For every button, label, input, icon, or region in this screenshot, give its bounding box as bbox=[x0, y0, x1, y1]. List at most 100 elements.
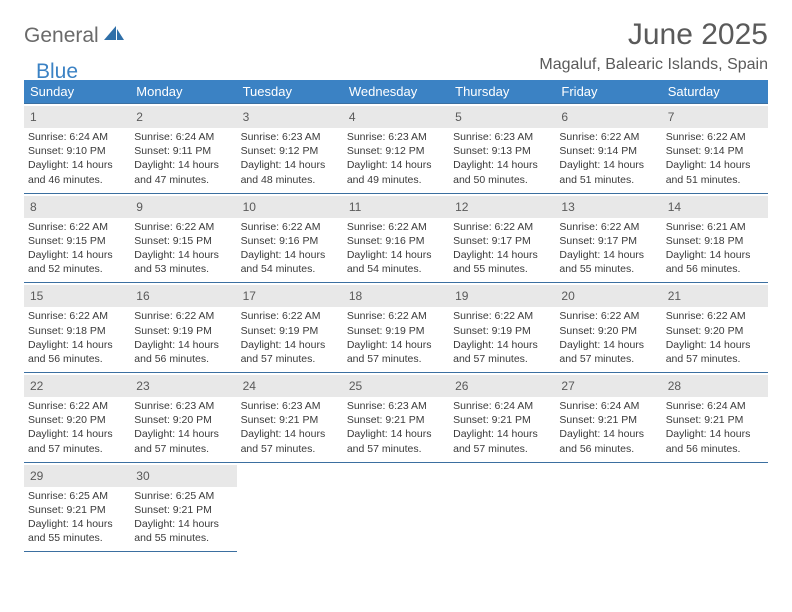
day-number-row: 27 bbox=[555, 375, 661, 397]
day-cell: 2 Sunrise: 6:24 AMSunset: 9:11 PMDaylight… bbox=[130, 104, 236, 194]
day-info: Sunrise: 6:22 AMSunset: 9:14 PMDaylight:… bbox=[559, 130, 657, 187]
day-cell-inner: 19 Sunrise: 6:22 AMSunset: 9:19 PMDayligh… bbox=[449, 283, 555, 372]
day-number-row: 25 bbox=[343, 375, 449, 397]
day-cell: 14Sunrise: 6:21 AMSunset: 9:18 PMDayligh… bbox=[662, 193, 768, 283]
day-cell-inner: 3Sunrise: 6:23 AMSunset: 9:12 PMDaylight… bbox=[237, 104, 343, 193]
day-number-row: 23 bbox=[130, 375, 236, 397]
day-cell-inner: 27Sunrise: 6:24 AMSunset: 9:21 PMDayligh… bbox=[555, 373, 661, 462]
day-cell-inner: 7 Sunrise: 6:22 AMSunset: 9:14 PMDaylight… bbox=[662, 104, 768, 193]
day-number: 12 bbox=[455, 200, 468, 214]
day-info: Sunrise: 6:25 AMSunset: 9:21 PMDaylight:… bbox=[134, 489, 232, 546]
day-cell-inner: 15 Sunrise: 6:22 AMSunset: 9:18 PMDayligh… bbox=[24, 283, 130, 372]
day-info: Sunrise: 6:22 AMSunset: 9:19 PMDaylight:… bbox=[453, 309, 551, 366]
day-cell-inner: 6 Sunrise: 6:22 AMSunset: 9:14 PMDaylight… bbox=[555, 104, 661, 193]
day-number: 2 bbox=[136, 110, 143, 124]
day-number: 8 bbox=[30, 200, 37, 214]
day-info: Sunrise: 6:24 AMSunset: 9:21 PMDaylight:… bbox=[559, 399, 657, 456]
day-cell-inner: 23Sunrise: 6:23 AMSunset: 9:20 PMDayligh… bbox=[130, 373, 236, 462]
day-cell: 12Sunrise: 6:22 AMSunset: 9:17 PMDayligh… bbox=[449, 193, 555, 283]
calendar-table: SundayMondayTuesdayWednesdayThursdayFrid… bbox=[24, 80, 768, 552]
day-cell: 9 Sunrise: 6:22 AMSunset: 9:15 PMDaylight… bbox=[130, 193, 236, 283]
weekday-header: Tuesday bbox=[237, 80, 343, 104]
day-number-row: 17 bbox=[237, 285, 343, 307]
day-number-row: 19 bbox=[449, 285, 555, 307]
weekday-header: Wednesday bbox=[343, 80, 449, 104]
day-cell: 23Sunrise: 6:23 AMSunset: 9:20 PMDayligh… bbox=[130, 373, 236, 463]
day-cell: 1Sunrise: 6:24 AMSunset: 9:10 PMDaylight… bbox=[24, 104, 130, 194]
day-info: Sunrise: 6:22 AMSunset: 9:15 PMDaylight:… bbox=[134, 220, 232, 277]
day-number: 3 bbox=[243, 110, 250, 124]
empty-cell bbox=[555, 462, 661, 552]
day-info: Sunrise: 6:22 AMSunset: 9:20 PMDaylight:… bbox=[28, 399, 126, 456]
day-info: Sunrise: 6:22 AMSunset: 9:19 PMDaylight:… bbox=[134, 309, 232, 366]
day-number: 20 bbox=[561, 289, 574, 303]
day-cell: 4Sunrise: 6:23 AMSunset: 9:12 PMDaylight… bbox=[343, 104, 449, 194]
day-number-row: 21 bbox=[662, 285, 768, 307]
day-cell: 6 Sunrise: 6:22 AMSunset: 9:14 PMDaylight… bbox=[555, 104, 661, 194]
week-row: 22Sunrise: 6:22 AMSunset: 9:20 PMDayligh… bbox=[24, 373, 768, 463]
location: Magaluf, Balearic Islands, Spain bbox=[539, 56, 768, 74]
empty-cell bbox=[449, 462, 555, 552]
day-cell: 24Sunrise: 6:23 AMSunset: 9:21 PMDayligh… bbox=[237, 373, 343, 463]
day-number-row: 7 bbox=[662, 106, 768, 128]
day-cell-inner: 8Sunrise: 6:22 AMSunset: 9:15 PMDaylight… bbox=[24, 194, 130, 283]
day-number-row: 9 bbox=[130, 196, 236, 218]
day-info: Sunrise: 6:23 AMSunset: 9:20 PMDaylight:… bbox=[134, 399, 232, 456]
day-cell-inner: 12Sunrise: 6:22 AMSunset: 9:17 PMDayligh… bbox=[449, 194, 555, 283]
day-number-row: 28 bbox=[662, 375, 768, 397]
day-info: Sunrise: 6:21 AMSunset: 9:18 PMDaylight:… bbox=[666, 220, 764, 277]
day-cell-inner: 5Sunrise: 6:23 AMSunset: 9:13 PMDaylight… bbox=[449, 104, 555, 193]
day-cell-inner: 24Sunrise: 6:23 AMSunset: 9:21 PMDayligh… bbox=[237, 373, 343, 462]
title-block: June 2025 Magaluf, Balearic Islands, Spa… bbox=[539, 18, 768, 74]
day-cell-inner: 26 Sunrise: 6:24 AMSunset: 9:21 PMDayligh… bbox=[449, 373, 555, 462]
day-cell: 29Sunrise: 6:25 AMSunset: 9:21 PMDayligh… bbox=[24, 462, 130, 552]
day-number-row: 2 bbox=[130, 106, 236, 128]
day-number-row: 3 bbox=[237, 106, 343, 128]
day-number: 26 bbox=[455, 379, 468, 393]
day-cell: 16 Sunrise: 6:22 AMSunset: 9:19 PMDayligh… bbox=[130, 283, 236, 373]
day-info: Sunrise: 6:22 AMSunset: 9:14 PMDaylight:… bbox=[666, 130, 764, 187]
day-cell: 21Sunrise: 6:22 AMSunset: 9:20 PMDayligh… bbox=[662, 283, 768, 373]
day-cell: 17Sunrise: 6:22 AMSunset: 9:19 PMDayligh… bbox=[237, 283, 343, 373]
day-number: 30 bbox=[136, 469, 149, 483]
day-info: Sunrise: 6:23 AMSunset: 9:13 PMDaylight:… bbox=[453, 130, 551, 187]
day-cell: 8Sunrise: 6:22 AMSunset: 9:15 PMDaylight… bbox=[24, 193, 130, 283]
day-cell: 5Sunrise: 6:23 AMSunset: 9:13 PMDaylight… bbox=[449, 104, 555, 194]
week-row: 29 Sunrise: 6:25 AMSunset: 9:21 PMDayligh… bbox=[24, 462, 768, 552]
day-cell-inner: 10Sunrise: 6:22 AMSunset: 9:16 PMDayligh… bbox=[237, 194, 343, 283]
day-info: Sunrise: 6:22 AMSunset: 9:16 PMDaylight:… bbox=[347, 220, 445, 277]
day-info: Sunrise: 6:24 AMSunset: 9:11 PMDaylight:… bbox=[134, 130, 232, 187]
day-number-row: 16 bbox=[130, 285, 236, 307]
day-info: Sunrise: 6:22 AMSunset: 9:20 PMDaylight:… bbox=[666, 309, 764, 366]
day-number-row: 11 bbox=[343, 196, 449, 218]
day-number: 11 bbox=[349, 200, 361, 214]
weekday-header: Friday bbox=[555, 80, 661, 104]
day-cell-inner: 22Sunrise: 6:22 AMSunset: 9:20 PMDayligh… bbox=[24, 373, 130, 462]
day-number-row: 20 bbox=[555, 285, 661, 307]
day-number-row: 1 bbox=[24, 106, 130, 128]
weekday-header: Monday bbox=[130, 80, 236, 104]
day-number: 15 bbox=[30, 289, 43, 303]
day-number: 6 bbox=[561, 110, 568, 124]
day-number-row: 10 bbox=[237, 196, 343, 218]
day-cell-inner: 9 Sunrise: 6:22 AMSunset: 9:15 PMDaylight… bbox=[130, 194, 236, 283]
page: General June 2025 Magaluf, Balearic Isla… bbox=[0, 0, 792, 570]
day-number-row: 29 bbox=[24, 465, 130, 487]
day-number: 19 bbox=[455, 289, 468, 303]
week-row: 15 Sunrise: 6:22 AMSunset: 9:18 PMDayligh… bbox=[24, 283, 768, 373]
day-info: Sunrise: 6:24 AMSunset: 9:10 PMDaylight:… bbox=[28, 130, 126, 187]
day-cell-inner: 1Sunrise: 6:24 AMSunset: 9:10 PMDaylight… bbox=[24, 104, 130, 193]
day-number: 9 bbox=[136, 200, 143, 214]
day-cell: 19 Sunrise: 6:22 AMSunset: 9:19 PMDayligh… bbox=[449, 283, 555, 373]
weekday-header: Saturday bbox=[662, 80, 768, 104]
day-info: Sunrise: 6:24 AMSunset: 9:21 PMDaylight:… bbox=[666, 399, 764, 456]
day-info: Sunrise: 6:24 AMSunset: 9:21 PMDaylight:… bbox=[453, 399, 551, 456]
day-number: 16 bbox=[136, 289, 149, 303]
day-cell-inner: 18Sunrise: 6:22 AMSunset: 9:19 PMDayligh… bbox=[343, 283, 449, 372]
day-number: 29 bbox=[30, 469, 43, 483]
day-cell-inner: 28Sunrise: 6:24 AMSunset: 9:21 PMDayligh… bbox=[662, 373, 768, 462]
empty-cell bbox=[343, 462, 449, 552]
day-cell-inner: 11 Sunrise: 6:22 AMSunset: 9:16 PMDayligh… bbox=[343, 194, 449, 283]
day-info: Sunrise: 6:22 AMSunset: 9:18 PMDaylight:… bbox=[28, 309, 126, 366]
day-number: 7 bbox=[668, 110, 675, 124]
